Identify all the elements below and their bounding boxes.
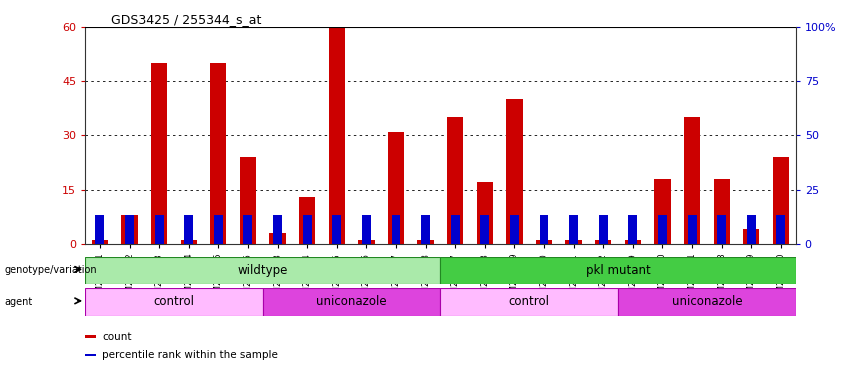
Bar [391,215,401,244]
Text: wildtype: wildtype [237,264,288,277]
Bar [599,215,608,244]
Text: uniconazole: uniconazole [317,295,387,308]
Bar [388,132,404,244]
Bar [451,215,460,244]
Bar [747,215,756,244]
Bar [510,215,519,244]
Bar [95,215,105,244]
Bar [628,215,637,244]
Bar [92,240,108,244]
Bar [776,215,785,244]
Text: agent: agent [4,297,32,307]
Bar [684,117,700,244]
Text: GDS3425 / 255344_s_at: GDS3425 / 255344_s_at [111,13,261,26]
Bar [263,288,440,316]
Bar [595,240,611,244]
Bar [362,215,371,244]
Bar [477,182,493,244]
Bar [418,240,434,244]
Text: pkl mutant: pkl mutant [585,264,650,277]
Bar [688,215,696,244]
Bar [273,215,282,244]
Bar [328,27,345,244]
Bar [85,354,95,356]
Bar [654,179,671,244]
Bar [540,215,549,244]
Bar [210,63,226,244]
Bar [155,215,163,244]
Bar [85,257,440,284]
Bar [713,179,730,244]
Bar [440,288,618,316]
Bar [122,215,138,244]
Bar [303,215,311,244]
Bar [125,215,134,244]
Bar [569,215,578,244]
Bar [506,99,523,244]
Bar [332,215,341,244]
Bar [270,233,286,244]
Bar [743,229,759,244]
Bar [625,240,641,244]
Bar [85,288,263,316]
Bar [185,215,193,244]
Text: count: count [102,332,132,342]
Bar [214,215,223,244]
Bar [773,157,789,244]
Text: uniconazole: uniconazole [671,295,742,308]
Bar [717,215,726,244]
Bar [480,215,489,244]
Text: genotype/variation: genotype/variation [4,265,97,275]
Bar [180,240,197,244]
Bar [447,117,463,244]
Bar [85,335,95,338]
Bar [358,240,374,244]
Bar [618,288,796,316]
Text: control: control [509,295,550,308]
Bar [658,215,667,244]
Bar [421,215,430,244]
Bar [240,157,256,244]
Bar [243,215,253,244]
Bar [440,257,796,284]
Bar [536,240,552,244]
Text: control: control [153,295,194,308]
Bar [151,63,168,244]
Bar [565,240,582,244]
Text: percentile rank within the sample: percentile rank within the sample [102,350,278,361]
Bar [299,197,316,244]
